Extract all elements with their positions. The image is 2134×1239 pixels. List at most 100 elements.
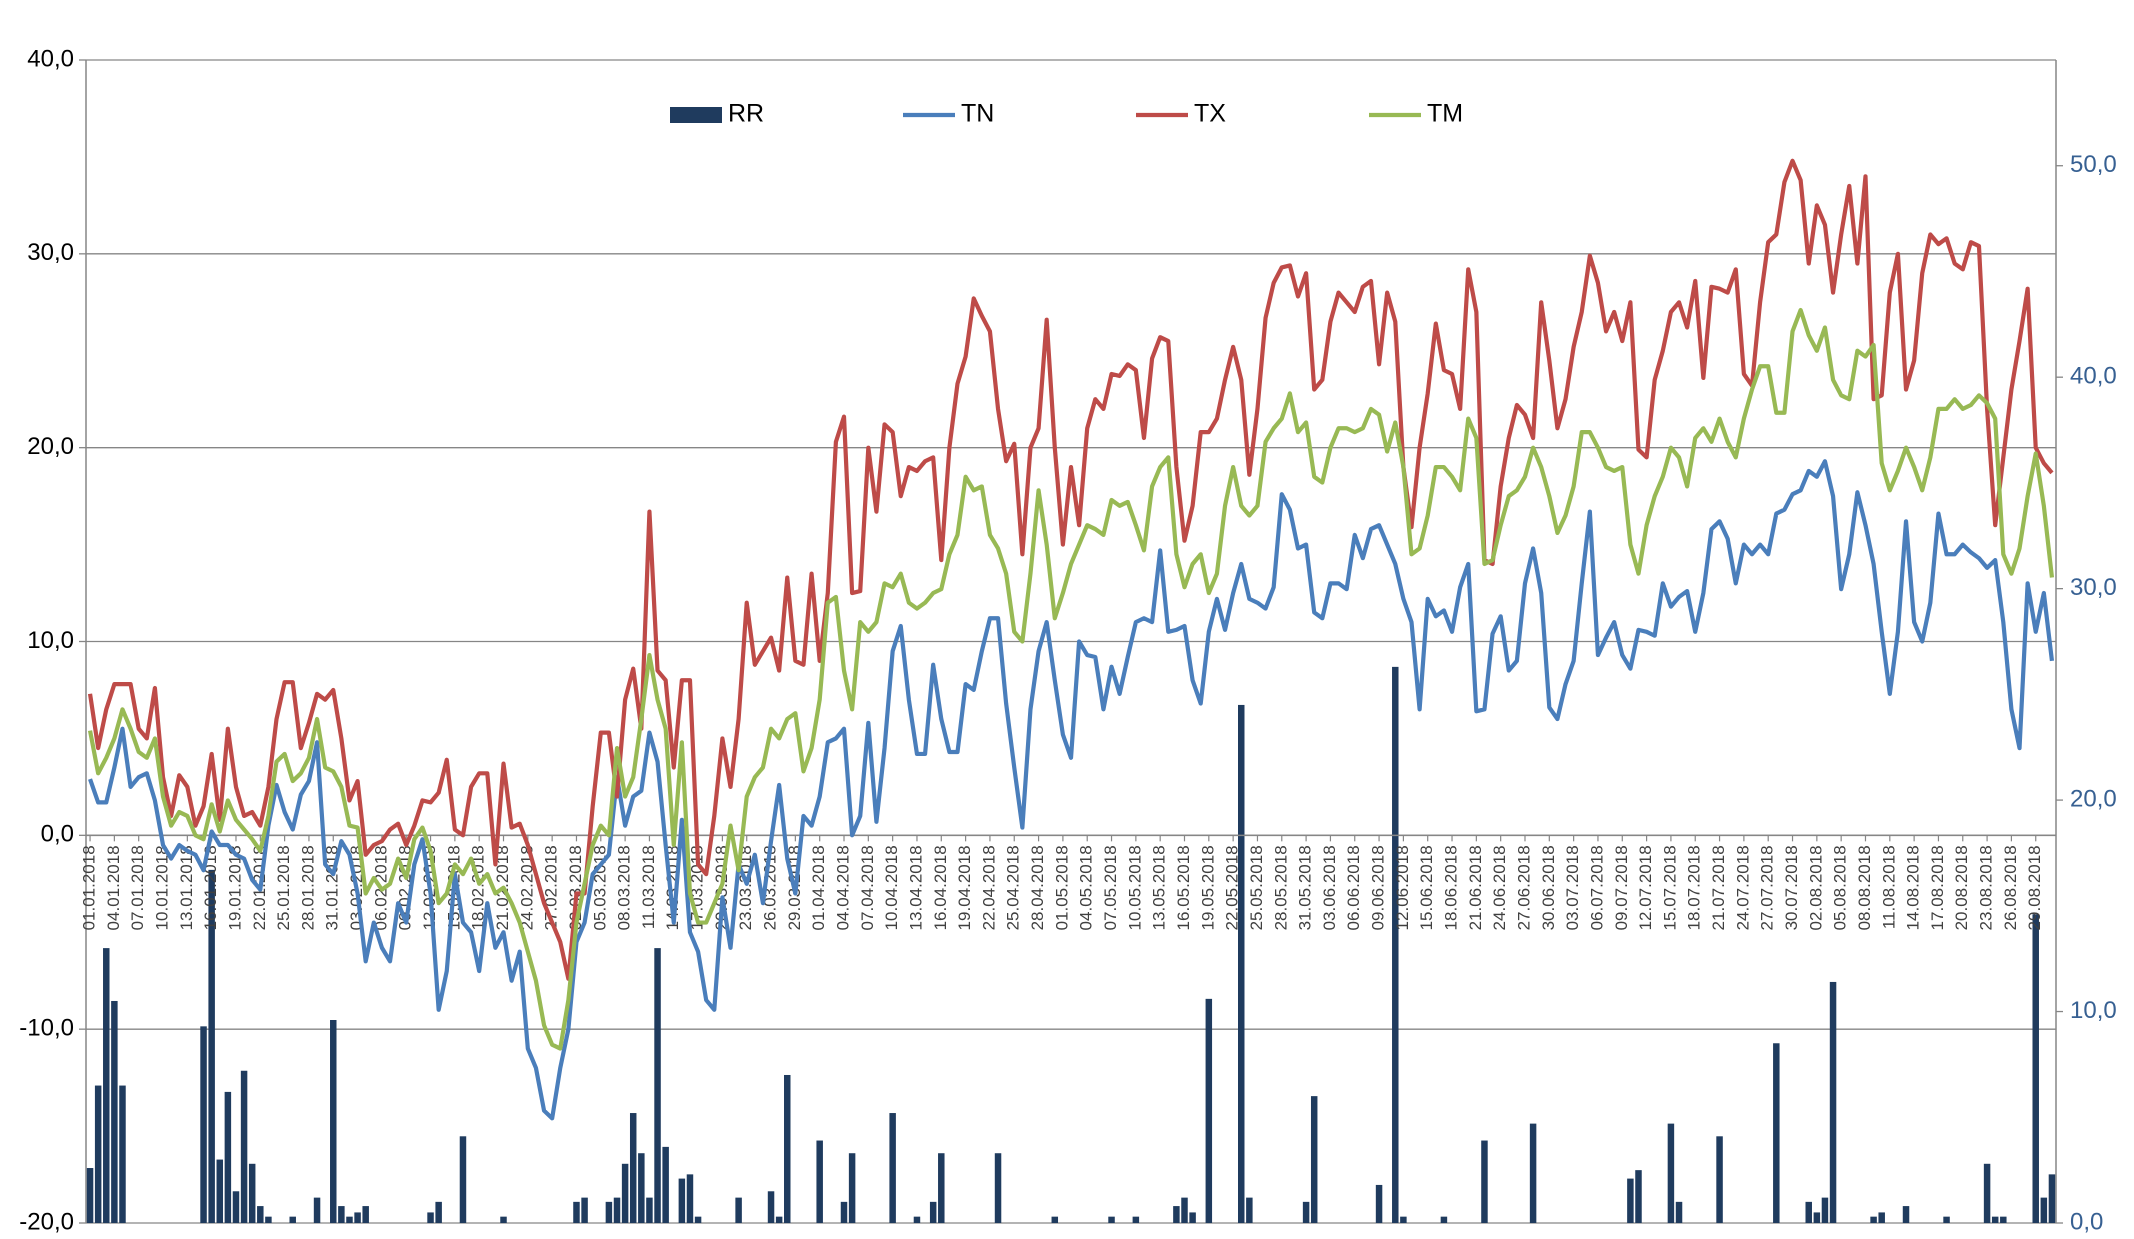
x-tick-label: 10.01.2018 — [153, 845, 172, 930]
x-tick-label: 06.07.2018 — [1587, 845, 1606, 930]
bar — [1181, 1197, 1188, 1223]
y-tick-label: 40,0 — [27, 45, 74, 72]
x-tick-label: 05.08.2018 — [1831, 845, 1850, 930]
x-tick-label: 08.08.2018 — [1855, 845, 1874, 930]
bar — [994, 1153, 1002, 1223]
bar — [1481, 1140, 1488, 1223]
bar — [1238, 704, 1245, 1223]
bar — [889, 1113, 896, 1223]
bar — [646, 1197, 653, 1223]
bar — [232, 1191, 240, 1223]
bar — [103, 948, 110, 1223]
x-tick-label: 04.01.2018 — [104, 845, 123, 930]
bar — [119, 1085, 126, 1223]
x-tick-label: 13.05.2018 — [1150, 845, 1169, 930]
bar — [248, 1163, 256, 1223]
bar — [354, 1212, 361, 1223]
bar — [840, 1201, 848, 1223]
bar — [289, 1216, 296, 1223]
x-tick-label: 02.08.2018 — [1806, 845, 1825, 930]
bar — [94, 1085, 102, 1223]
bar — [2048, 1174, 2056, 1223]
y-tick-label: 30,0 — [27, 239, 74, 266]
x-tick-label: 24.07.2018 — [1733, 845, 1752, 930]
bar — [86, 1168, 94, 1223]
bar — [735, 1197, 742, 1223]
bar — [1132, 1216, 1140, 1223]
x-tick-label: 24.06.2018 — [1490, 845, 1509, 930]
bar — [848, 1153, 856, 1223]
bar — [1205, 998, 1213, 1223]
bar — [1870, 1216, 1877, 1223]
y-tick-label: -20,0 — [19, 1208, 74, 1235]
x-tick-label: 19.01.2018 — [225, 845, 244, 930]
bar — [111, 1000, 118, 1223]
x-tick-label: 27.06.2018 — [1514, 845, 1533, 930]
x-tick-label: 14.08.2018 — [1904, 845, 1923, 930]
bar — [2000, 1216, 2007, 1223]
x-tick-label: 28.05.2018 — [1271, 845, 1290, 930]
bar — [1902, 1206, 1910, 1223]
x-tick-label: 27.07.2018 — [1758, 845, 1777, 930]
bar — [694, 1216, 702, 1223]
bar — [224, 1091, 232, 1223]
bar — [2040, 1197, 2048, 1223]
y2-tick-label: 40,0 — [2070, 363, 2117, 390]
x-tick-label: 01.04.2018 — [809, 845, 828, 930]
bar — [346, 1216, 353, 1223]
bar — [1246, 1197, 1253, 1223]
x-tick-label: 13.04.2018 — [906, 845, 925, 930]
x-tick-label: 26.08.2018 — [2001, 845, 2020, 930]
y2-tick-label: 50,0 — [2070, 151, 2117, 178]
bar — [1813, 1212, 1821, 1223]
bar — [2032, 914, 2039, 1223]
bar — [500, 1216, 507, 1223]
bar — [662, 1146, 669, 1223]
bar — [913, 1216, 921, 1223]
bar — [1943, 1216, 1950, 1223]
y2-tick-label: 20,0 — [2070, 785, 2117, 812]
x-tick-label: 26.03.2018 — [761, 845, 780, 930]
x-tick-label: 28.01.2018 — [298, 845, 317, 930]
x-tick-label: 10.04.2018 — [882, 845, 901, 930]
x-tick-label: 12.07.2018 — [1636, 845, 1655, 930]
bar — [216, 1159, 224, 1223]
x-tick-label: 17.08.2018 — [1928, 845, 1947, 930]
x-tick-label: 03.06.2018 — [1320, 845, 1339, 930]
bar — [629, 1113, 637, 1223]
x-tick-label: 19.05.2018 — [1198, 845, 1217, 930]
x-tick-label: 11.08.2018 — [1879, 845, 1898, 929]
y-tick-label: -10,0 — [19, 1015, 74, 1042]
legend-label: TM — [1427, 100, 1463, 128]
bar — [240, 1070, 248, 1223]
bar — [1627, 1178, 1634, 1223]
bar — [1991, 1216, 1999, 1223]
x-tick-label: 18.07.2018 — [1685, 845, 1704, 930]
bar — [459, 1136, 467, 1223]
bar — [1667, 1123, 1675, 1223]
bar — [330, 1020, 337, 1223]
bar — [1716, 1136, 1723, 1223]
bar — [1392, 666, 1399, 1223]
x-tick-label: 20.08.2018 — [1952, 845, 1971, 930]
bar — [1675, 1201, 1683, 1223]
bar — [581, 1197, 588, 1223]
bar — [1829, 981, 1837, 1223]
x-tick-label: 22.04.2018 — [979, 845, 998, 930]
x-tick-label: 09.07.2018 — [1612, 845, 1631, 930]
x-tick-label: 21.06.2018 — [1466, 845, 1485, 930]
x-tick-label: 12.06.2018 — [1393, 845, 1412, 930]
x-tick-label: 21.07.2018 — [1709, 845, 1728, 930]
bar — [1983, 1163, 1991, 1223]
x-tick-label: 24.02.2018 — [517, 845, 536, 930]
bar — [621, 1163, 629, 1223]
x-tick-label: 08.03.2018 — [615, 845, 634, 930]
x-tick-label: 18.06.2018 — [1442, 845, 1461, 930]
bar — [1529, 1123, 1537, 1223]
x-tick-label: 04.04.2018 — [833, 845, 852, 930]
x-tick-label: 15.07.2018 — [1660, 845, 1679, 930]
bar — [1051, 1216, 1059, 1223]
y2-tick-label: 30,0 — [2070, 574, 2117, 601]
bar — [313, 1197, 321, 1223]
